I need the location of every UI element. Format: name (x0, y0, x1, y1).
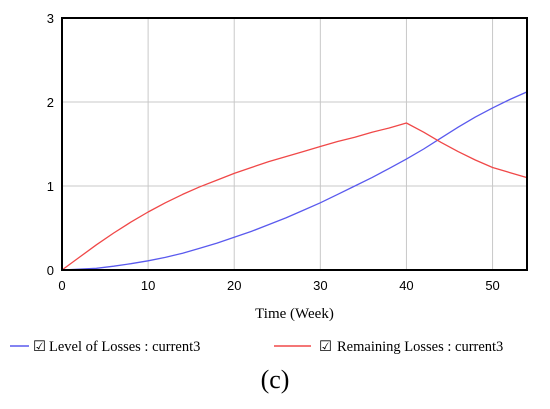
x-tick-label: 10 (141, 278, 155, 293)
y-tick-label: 1 (47, 179, 54, 194)
legend-label-remaining-losses: Remaining Losses : current3 (337, 339, 503, 355)
x-axis-label: Time (Week) (255, 306, 334, 322)
x-tick-label: 40 (399, 278, 413, 293)
tick-labels: 0 10 20 30 40 50 0 1 2 3 (47, 11, 500, 293)
legend-item-level-of-losses[interactable]: ☑ Level of Losses : current3 (10, 339, 200, 355)
legend-checkbox-icon[interactable]: ☑ (319, 339, 332, 355)
x-tick-label: 50 (485, 278, 499, 293)
legend-label-level-of-losses: Level of Losses : current3 (49, 339, 200, 355)
series-line-1 (61, 122, 528, 271)
x-tick-label: 20 (227, 278, 241, 293)
legend-item-remaining-losses[interactable]: ☑ Remaining Losses : current3 (274, 339, 503, 355)
legend: ☑ Level of Losses : current3 ☑ Remaining… (10, 339, 503, 355)
series-lines (61, 91, 528, 271)
figure-caption: (c) (261, 365, 290, 394)
gridlines (62, 18, 527, 270)
series-line-0 (61, 91, 528, 271)
x-tick-label: 0 (58, 278, 65, 293)
x-tick-label: 30 (313, 278, 327, 293)
y-tick-label: 0 (47, 263, 54, 278)
y-tick-label: 3 (47, 11, 54, 26)
legend-checkbox-icon[interactable]: ☑ (33, 339, 46, 355)
plot-frame (61, 17, 528, 271)
y-tick-label: 2 (47, 95, 54, 110)
